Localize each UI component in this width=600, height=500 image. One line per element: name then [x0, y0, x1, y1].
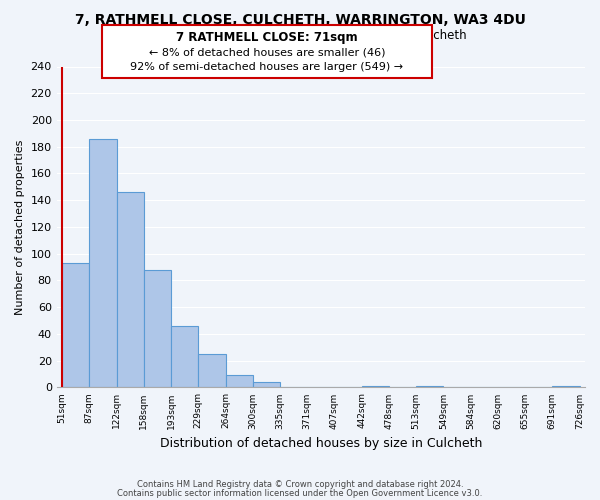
Text: Contains HM Land Registry data © Crown copyright and database right 2024.: Contains HM Land Registry data © Crown c…	[137, 480, 463, 489]
Text: 7 RATHMELL CLOSE: 71sqm: 7 RATHMELL CLOSE: 71sqm	[176, 31, 358, 44]
Bar	[116, 192, 144, 388]
Bar	[253, 382, 280, 388]
Text: 92% of semi-detached houses are larger (549) →: 92% of semi-detached houses are larger (…	[130, 62, 404, 72]
Bar	[553, 386, 580, 388]
Bar	[198, 354, 226, 388]
Bar	[144, 270, 171, 388]
Bar	[362, 386, 389, 388]
Y-axis label: Number of detached properties: Number of detached properties	[15, 140, 25, 314]
Text: Size of property relative to detached houses in Culcheth: Size of property relative to detached ho…	[133, 29, 467, 42]
Text: Contains public sector information licensed under the Open Government Licence v3: Contains public sector information licen…	[118, 488, 482, 498]
X-axis label: Distribution of detached houses by size in Culcheth: Distribution of detached houses by size …	[160, 437, 482, 450]
Bar	[416, 386, 443, 388]
Bar	[226, 376, 253, 388]
Text: 7, RATHMELL CLOSE, CULCHETH, WARRINGTON, WA3 4DU: 7, RATHMELL CLOSE, CULCHETH, WARRINGTON,…	[74, 12, 526, 26]
Text: ← 8% of detached houses are smaller (46): ← 8% of detached houses are smaller (46)	[149, 47, 385, 57]
Bar	[171, 326, 198, 388]
Bar	[89, 138, 116, 388]
Bar	[62, 263, 89, 388]
